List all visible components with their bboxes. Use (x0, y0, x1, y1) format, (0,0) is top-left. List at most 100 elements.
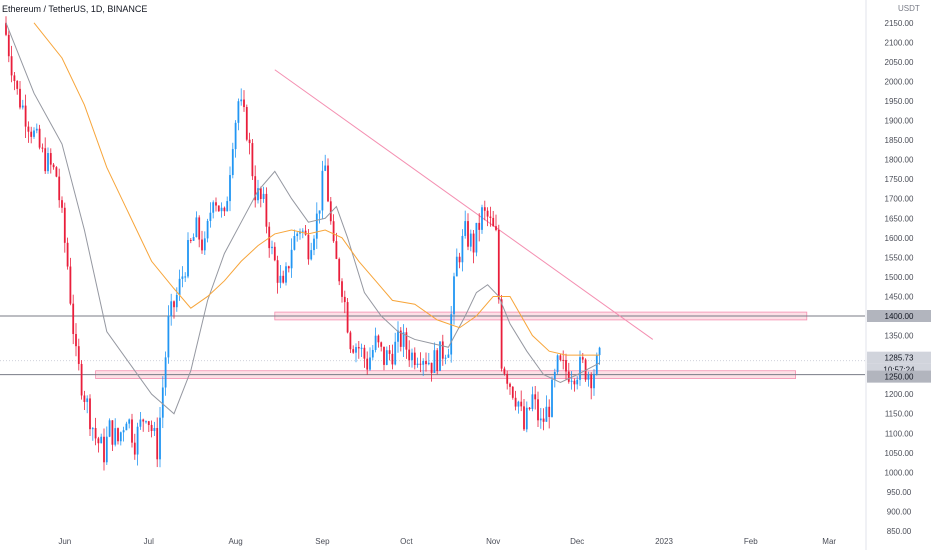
candle (189, 238, 192, 244)
y-tick-label: 850.00 (887, 527, 912, 536)
candle (349, 330, 352, 354)
candle (33, 127, 35, 139)
candle (122, 426, 125, 442)
candle (318, 210, 321, 224)
candle-body (425, 361, 427, 365)
candle-body (21, 105, 24, 108)
candle-body (329, 201, 332, 222)
candle (128, 418, 131, 429)
candle (542, 408, 545, 431)
candle (567, 362, 570, 384)
candle (327, 158, 329, 203)
candle-body (366, 358, 369, 370)
candle (559, 353, 562, 362)
y-tick-label: 1900.00 (885, 117, 914, 126)
candle-body (136, 426, 139, 455)
candle (500, 295, 503, 372)
candle (598, 346, 601, 365)
time-axis[interactable]: Jun Jul Aug Sep Oct Nov Dec 2023 Feb Mar (58, 537, 836, 546)
candle-body (556, 355, 559, 373)
candle-body (103, 436, 105, 463)
candle-body (399, 330, 402, 347)
candle (590, 372, 593, 400)
candle (35, 123, 38, 134)
candle-body (111, 420, 114, 445)
candle (237, 98, 240, 131)
candle (259, 186, 262, 208)
candle (391, 344, 394, 370)
candle (13, 72, 16, 91)
candle (416, 357, 419, 368)
candle (422, 358, 425, 376)
candle (192, 233, 195, 242)
price-axis[interactable]: 850.00 900.00 950.00 1000.00 1050.00 1100.00 1… (865, 0, 914, 550)
candle-body (388, 350, 391, 354)
candle (380, 341, 383, 352)
candle-body (153, 428, 156, 432)
candle (413, 347, 416, 370)
candle (150, 420, 153, 438)
candle (27, 121, 30, 143)
candle-body (195, 217, 198, 238)
candle-body (380, 342, 383, 347)
candle-body (30, 131, 33, 137)
candle (234, 120, 237, 158)
candle (338, 257, 341, 286)
candle-body (33, 130, 35, 137)
current-price-label: 1285.73 (885, 354, 914, 363)
y-tick-label: 1150.00 (885, 410, 914, 419)
candle-body (360, 347, 363, 349)
candle (475, 222, 478, 257)
candle-body (453, 276, 455, 315)
candle-body (581, 357, 584, 360)
candle (509, 382, 511, 395)
candle-body (285, 266, 287, 283)
candle-body (301, 230, 304, 232)
candle (24, 94, 27, 138)
candle-body (427, 362, 430, 365)
candle-body (315, 213, 318, 239)
x-tick-label: Dec (570, 537, 584, 546)
trendline-layer (274, 69, 654, 340)
candle-body (209, 212, 212, 221)
candle (30, 126, 33, 144)
candles-layer (5, 16, 601, 471)
candle-body (349, 332, 352, 350)
candle (503, 366, 506, 376)
candle (293, 229, 296, 251)
candle-body (271, 246, 273, 249)
candle (405, 327, 408, 359)
candle-body (355, 347, 357, 353)
candle (271, 240, 273, 255)
candle-body (77, 346, 80, 364)
y-tick-label: 950.00 (887, 488, 912, 497)
candle (324, 154, 327, 172)
candle-body (52, 164, 55, 168)
candle (119, 431, 122, 446)
candle-body (100, 436, 103, 444)
countdown-label: 10:57:24 (883, 366, 915, 375)
candle (453, 272, 455, 325)
candle-body (128, 419, 131, 424)
candle (587, 371, 590, 387)
candle (41, 143, 44, 153)
candle-body (447, 354, 450, 358)
candle (313, 235, 315, 256)
level-1400-label-bg (867, 310, 931, 322)
y-tick-label: 1450.00 (885, 292, 914, 301)
ma_slow-line (33, 22, 600, 356)
candle-body (131, 419, 133, 443)
candle-body (332, 221, 335, 242)
candle-body (150, 424, 153, 432)
y-tick-label: 1600.00 (885, 234, 914, 243)
y-tick-label: 1650.00 (885, 214, 914, 223)
candle (366, 351, 369, 375)
y-tick-label: 1200.00 (885, 390, 914, 399)
candle (181, 266, 184, 288)
candle (517, 400, 520, 414)
candle (248, 132, 251, 155)
candle-body (63, 207, 66, 243)
candle-body (86, 398, 89, 402)
candle-body (296, 233, 299, 236)
